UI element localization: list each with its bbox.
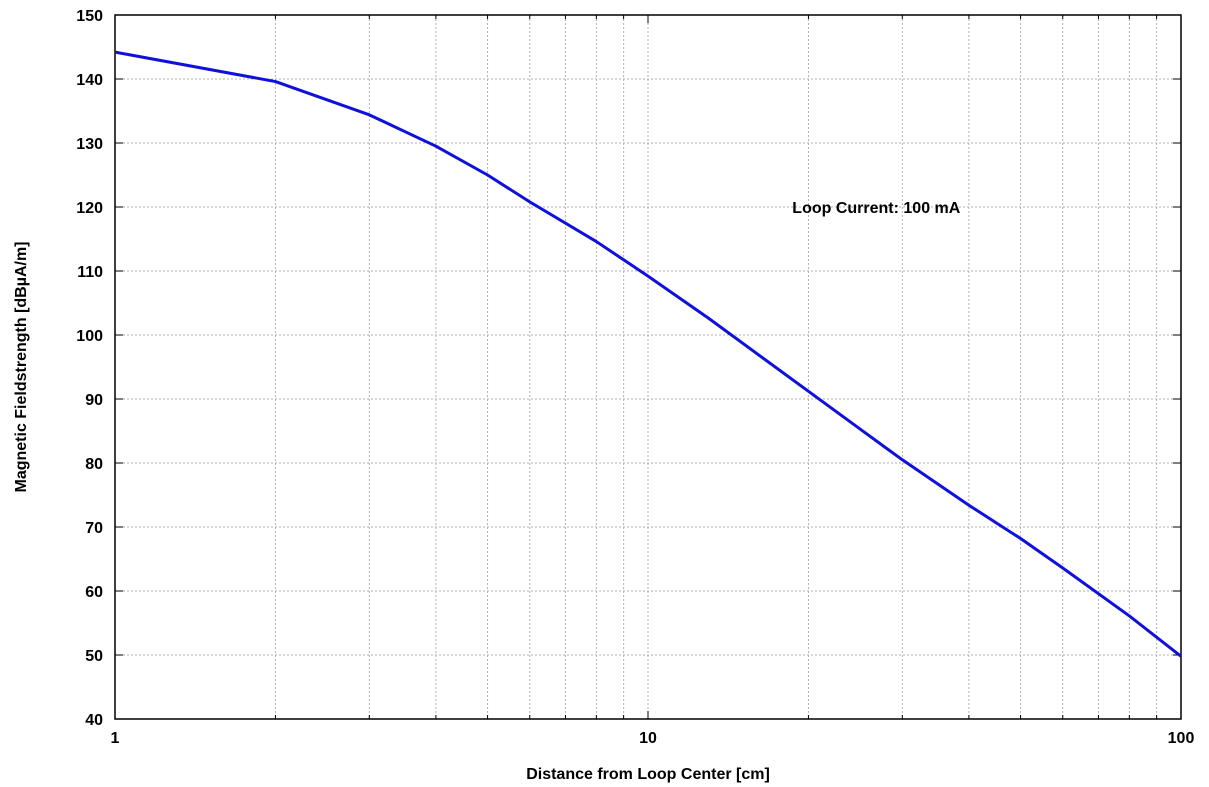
- x-tick-label: 100: [1168, 730, 1195, 747]
- y-tick-label: 120: [76, 200, 103, 217]
- y-tick-label: 80: [85, 456, 103, 473]
- x-tick-label: 1: [111, 730, 120, 747]
- grid: [115, 15, 1181, 719]
- x-tick-label: 10: [639, 730, 657, 747]
- x-axis-title: Distance from Loop Center [cm]: [526, 766, 770, 783]
- y-tick-label: 130: [76, 136, 103, 153]
- y-axis-title: Magnetic Fieldstrength [dBµA/m]: [13, 242, 30, 493]
- annotation-loop-current: Loop Current: 100 mA: [792, 200, 960, 217]
- y-tick-label: 70: [85, 520, 103, 537]
- y-tick-label: 40: [85, 712, 103, 729]
- series-line: [114, 50, 1182, 658]
- y-tick-label: 140: [76, 72, 103, 89]
- y-tick-label: 50: [85, 648, 103, 665]
- y-tick-label: 60: [85, 584, 103, 601]
- y-tick-label: 90: [85, 392, 103, 409]
- y-tick-label: 100: [76, 328, 103, 345]
- y-tick-label: 150: [76, 8, 103, 25]
- y-tick-label: 110: [77, 264, 103, 281]
